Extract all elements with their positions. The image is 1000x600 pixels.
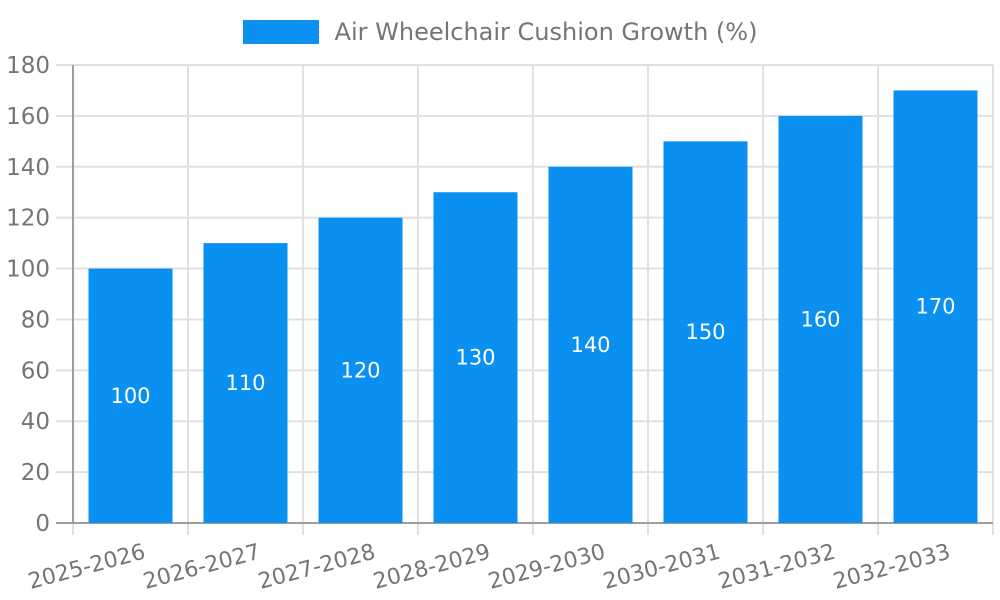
y-tick-label: 180 xyxy=(6,53,50,79)
x-tick-label: 2025-2026 xyxy=(26,540,148,595)
bar-2027-2028[interactable] xyxy=(318,217,403,523)
y-tick-label: 20 xyxy=(21,460,50,486)
bar-2028-2029[interactable] xyxy=(433,192,518,523)
y-tick-label: 40 xyxy=(21,409,50,435)
bar-2031-2032[interactable] xyxy=(778,115,863,523)
y-tick-label: 140 xyxy=(6,155,50,181)
bar-2032-2033[interactable] xyxy=(893,90,978,523)
legend-swatch-icon xyxy=(242,20,319,44)
bar-value-label: 160 xyxy=(800,307,840,331)
x-tick-label: 2032-2033 xyxy=(831,540,953,595)
legend-label: Air Wheelchair Cushion Growth (%) xyxy=(334,18,758,46)
bar-2029-2030[interactable] xyxy=(548,166,633,523)
bar-value-label: 140 xyxy=(570,333,610,357)
x-tick-label: 2027-2028 xyxy=(256,540,378,595)
x-tick-label: 2026-2027 xyxy=(141,540,263,595)
y-tick-label: 0 xyxy=(35,511,50,537)
bar-2025-2026[interactable] xyxy=(88,268,173,523)
y-tick-label: 60 xyxy=(21,358,50,384)
bar-value-label: 150 xyxy=(685,320,725,344)
x-tick-label: 2029-2030 xyxy=(486,540,608,595)
bar-value-label: 100 xyxy=(110,384,150,408)
y-tick-label: 120 xyxy=(6,206,50,232)
x-tick-label: 2031-2032 xyxy=(716,540,838,595)
x-tick-label: 2030-2031 xyxy=(601,540,723,595)
bar-value-label: 170 xyxy=(915,295,955,319)
bar-value-label: 130 xyxy=(455,346,495,370)
bar-2030-2031[interactable] xyxy=(663,141,748,524)
bar-2026-2027[interactable] xyxy=(203,243,288,523)
x-tick-label: 2028-2029 xyxy=(371,540,493,595)
y-tick-label: 100 xyxy=(6,257,50,283)
y-tick-label: 160 xyxy=(6,104,50,130)
bar-value-label: 110 xyxy=(225,371,265,395)
bar-value-label: 120 xyxy=(340,358,380,382)
y-tick-label: 80 xyxy=(21,307,50,333)
legend-item[interactable]: Air Wheelchair Cushion Growth (%) xyxy=(0,18,1000,46)
